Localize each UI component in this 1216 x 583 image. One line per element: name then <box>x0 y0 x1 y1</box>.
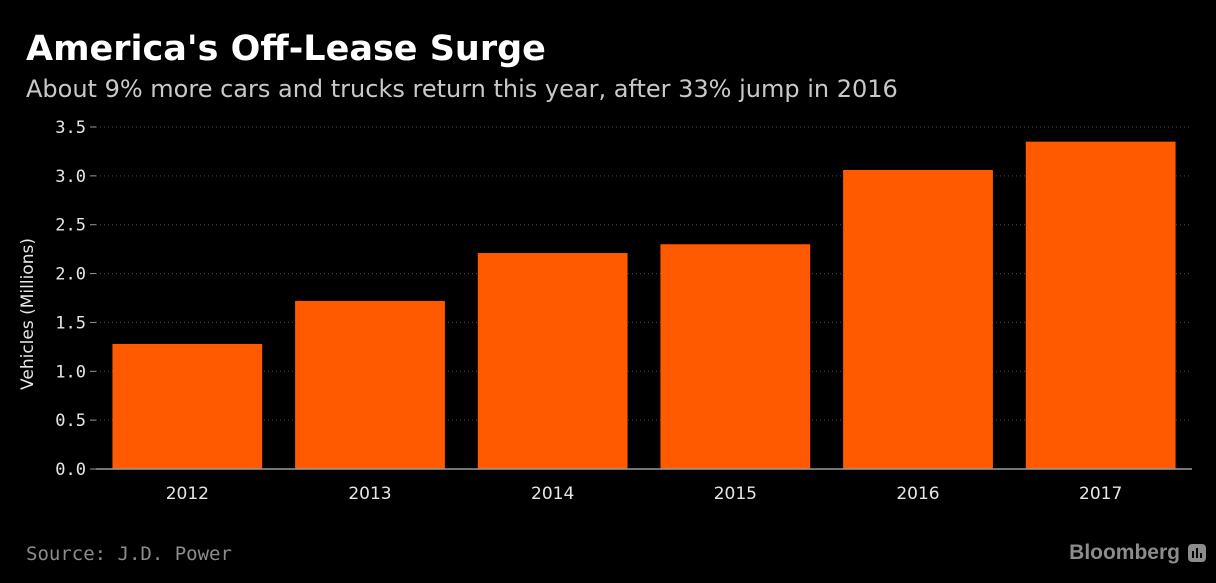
y-tick-label: 1.0 <box>55 362 86 382</box>
y-tick-label: 3.5 <box>55 118 86 138</box>
bars <box>112 141 1176 469</box>
bar-2013 <box>295 300 445 469</box>
axes: 0.0 0.5 1.0 1.5 2.0 2.5 3.0 3.5 2012 2013 2014 2015… <box>55 118 1192 504</box>
y-tick-label: 2.0 <box>55 265 86 285</box>
x-tick-label: 2016 <box>896 484 939 504</box>
y-tick-label: 1.5 <box>55 313 86 333</box>
source-note: Source: J.D. Power <box>26 543 232 565</box>
y-axis-label: Vehicles (Millions) <box>18 238 38 390</box>
y-tick-label: 3.0 <box>55 167 86 187</box>
y-tick-label: 0.5 <box>55 411 86 431</box>
brand-logo: Bloomberg <box>1069 540 1206 566</box>
grid-lines <box>96 126 1192 421</box>
bar-2012 <box>112 343 263 469</box>
x-tick-label: 2012 <box>166 484 209 504</box>
x-tick-label: 2017 <box>1079 484 1122 504</box>
bar-chart-icon <box>1188 544 1206 562</box>
brand-name: Bloomberg <box>1069 541 1180 564</box>
x-tick-label: 2015 <box>714 484 757 504</box>
bar-2014 <box>477 253 628 469</box>
bar-2017 <box>1025 141 1176 469</box>
y-tick-label: 0.0 <box>55 460 86 480</box>
bar-2015 <box>660 244 811 469</box>
chart-title: America's Off-Lease Surge <box>26 29 546 69</box>
x-tick-label: 2014 <box>531 484 574 504</box>
x-tick-label: 2013 <box>348 484 391 504</box>
bar-2016 <box>843 169 993 469</box>
chart-subtitle: About 9% more cars and trucks return thi… <box>26 75 898 103</box>
y-tick-label: 2.5 <box>55 216 86 236</box>
